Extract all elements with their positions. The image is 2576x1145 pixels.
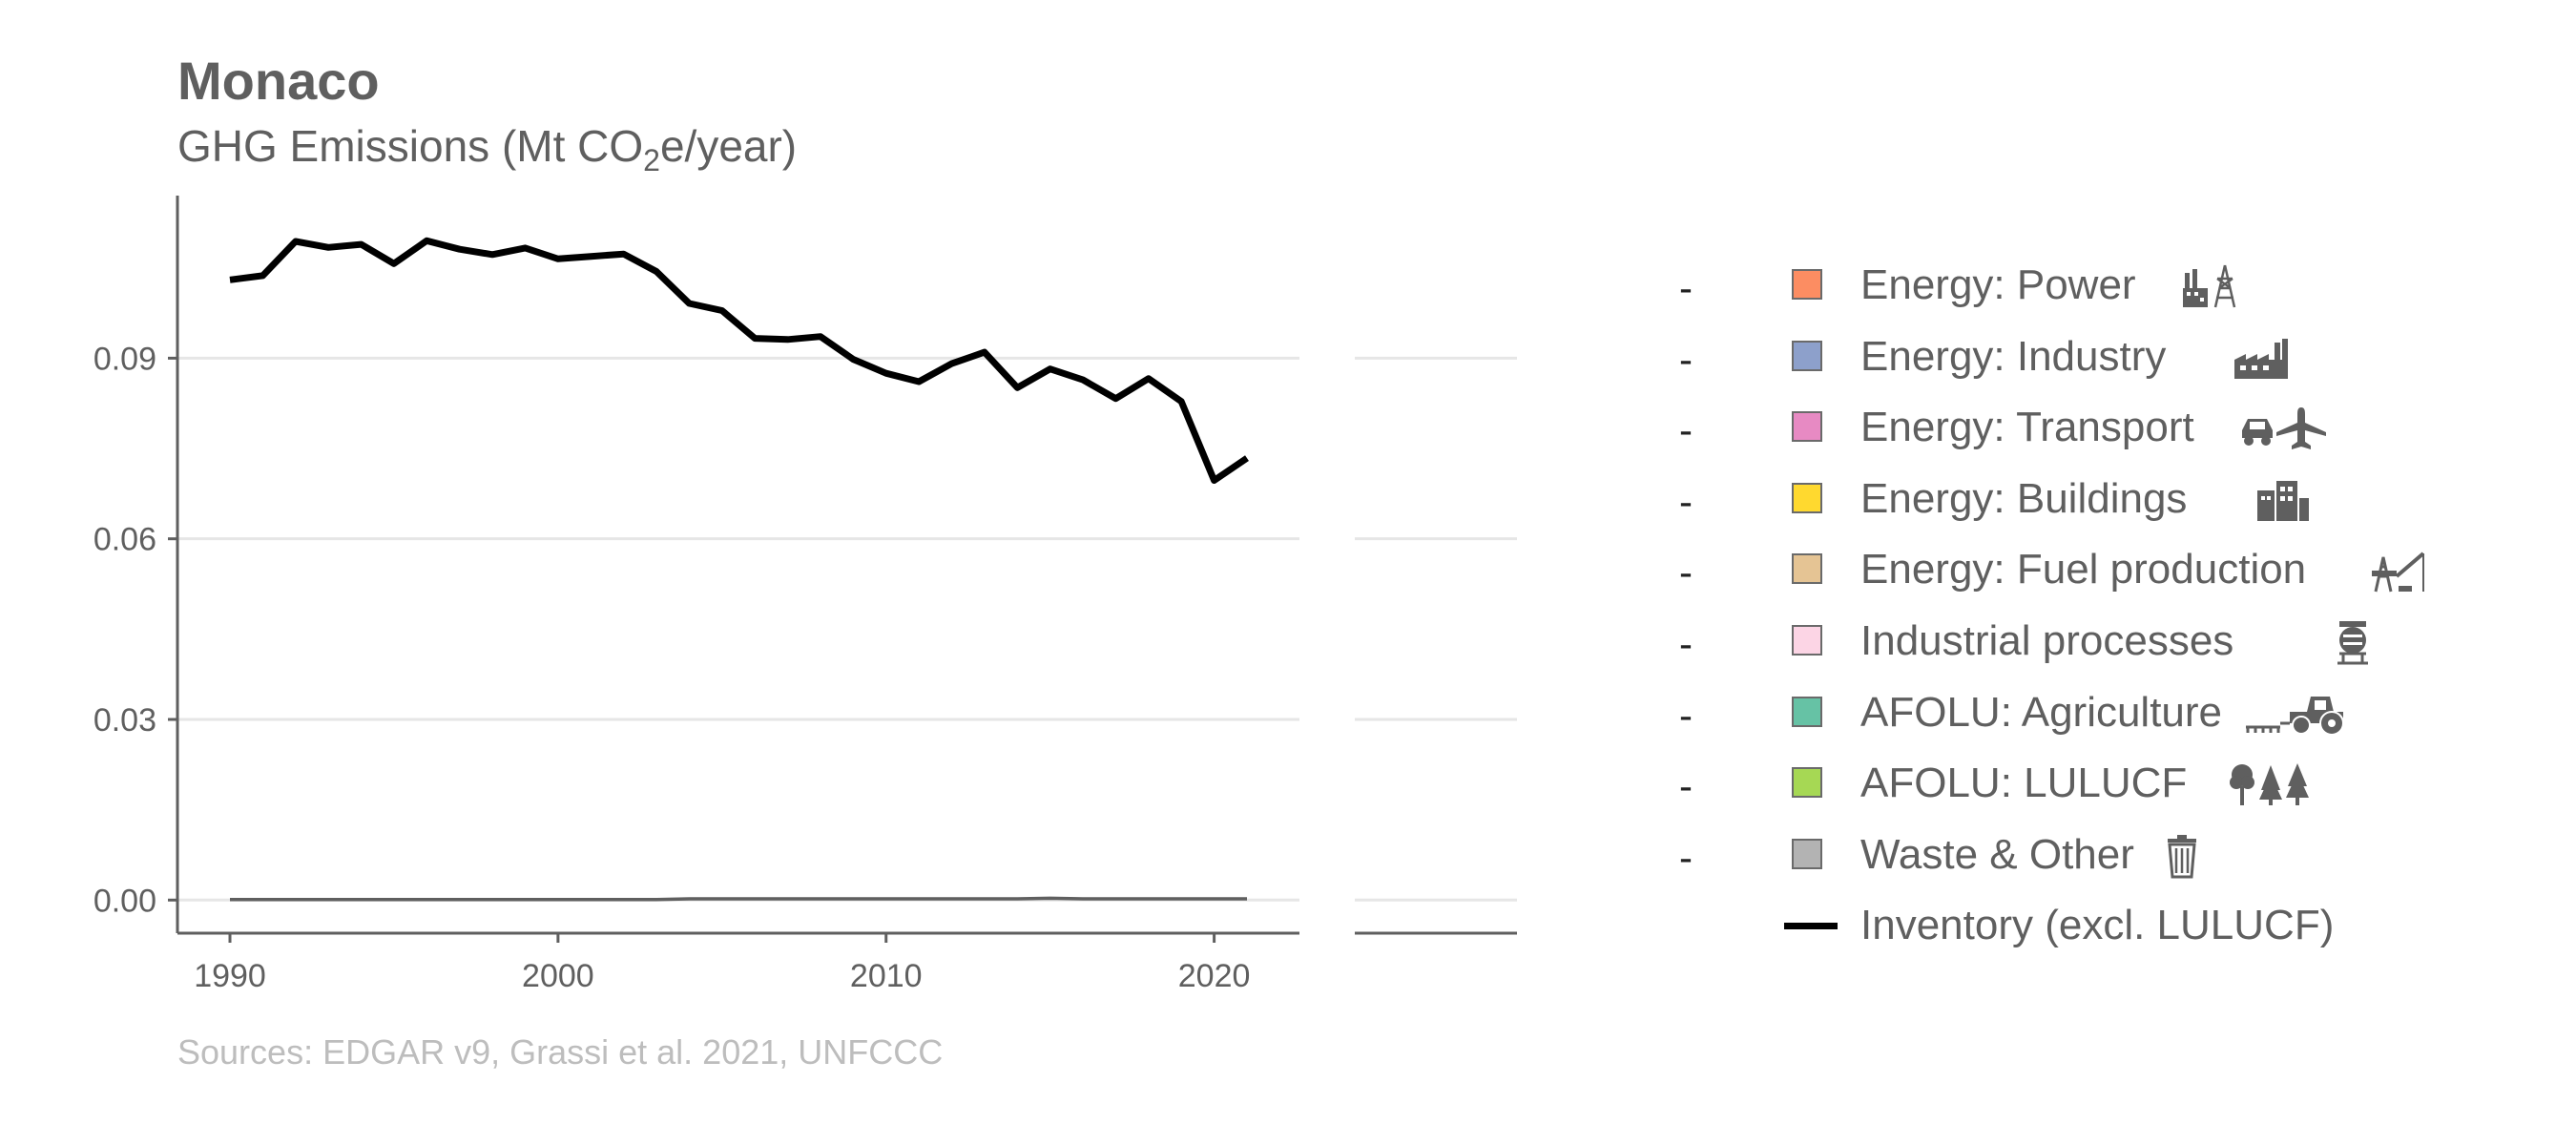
- legend-swatch: [1792, 838, 1822, 869]
- legend-swatch: [1792, 767, 1822, 799]
- legend-dash: -: [1679, 621, 1693, 666]
- legend-label: Energy: Fuel production: [1860, 546, 2307, 593]
- legend-swatch: [1792, 269, 1822, 300]
- legend-dash: -: [1679, 834, 1693, 880]
- subtitle-subscript: 2: [643, 143, 660, 177]
- legend-label: AFOLU: Agriculture: [1860, 688, 2223, 736]
- trees-icon: [2229, 761, 2309, 807]
- legend-label: Energy: Power: [1860, 261, 2136, 308]
- x-tick-label-3: 2020: [1178, 958, 1251, 994]
- subtitle-suffix: e/year): [659, 121, 798, 171]
- legend-line-swatch: [1784, 923, 1838, 930]
- y-tick-label-0: 0.00: [93, 883, 156, 919]
- legend-swatch: [1792, 411, 1822, 443]
- legend-dash: -: [1679, 763, 1693, 809]
- legend-dash: -: [1679, 265, 1693, 310]
- legend-swatch: [1792, 553, 1822, 585]
- x-tick-label-1: 2000: [522, 958, 594, 994]
- x-tick-label-0: 1990: [194, 958, 266, 994]
- source-note: Sources: EDGAR v9, Grassi et al. 2021, U…: [177, 1032, 944, 1072]
- legend-dash: -: [1679, 478, 1693, 524]
- cement-mixer-icon: [2322, 619, 2383, 665]
- subtitle-prefix: GHG Emissions (Mt CO: [177, 121, 644, 171]
- legend-label: Waste & Other: [1860, 830, 2134, 878]
- chart-subtitle: GHG Emissions (Mt CO2e/year): [177, 120, 797, 178]
- legend-dash: -: [1679, 407, 1693, 453]
- power-plant-icon: [2181, 263, 2242, 309]
- buildings-icon: [2252, 477, 2313, 523]
- axes: [168, 196, 1517, 943]
- legend-dash: -: [1679, 336, 1693, 382]
- tick-labels: 0.00 0.03 0.06 0.09 1990 2000 2010 2020: [93, 341, 1251, 994]
- legend-dash: -: [1679, 550, 1693, 595]
- car-plane-icon: [2238, 406, 2326, 451]
- legend-swatch: [1792, 696, 1822, 727]
- series-line-inventory: [229, 237, 1249, 484]
- legend-dash: -: [1679, 692, 1693, 738]
- y-tick-label-1: 0.03: [93, 702, 156, 739]
- y-tick-label-2: 0.06: [93, 522, 156, 558]
- series-line-waste-other: [230, 896, 1247, 902]
- gridlines: [177, 356, 1517, 902]
- y-tick-label-3: 0.09: [93, 341, 156, 377]
- factory-icon: [2233, 335, 2294, 381]
- legend-swatch: [1792, 625, 1822, 656]
- legend-label: Industrial processes: [1860, 617, 2234, 664]
- oil-rig-icon: [2370, 548, 2431, 593]
- series-lines: [229, 237, 1249, 902]
- legend-swatch: [1792, 482, 1822, 513]
- legend-swatch: [1792, 340, 1822, 371]
- legend-label: Energy: Industry: [1860, 332, 2167, 380]
- legend-label: AFOLU: LULUCF: [1860, 760, 2188, 807]
- chart-title: Monaco: [177, 51, 380, 111]
- legend-label: Energy: Buildings: [1860, 474, 2188, 522]
- x-tick-label-2: 2010: [850, 958, 923, 994]
- legend-label: Inventory (excl. LULUCF): [1860, 902, 2335, 949]
- legend-label: Energy: Transport: [1860, 404, 2194, 451]
- trash-icon: [2156, 833, 2217, 879]
- tractor-icon: [2244, 691, 2344, 737]
